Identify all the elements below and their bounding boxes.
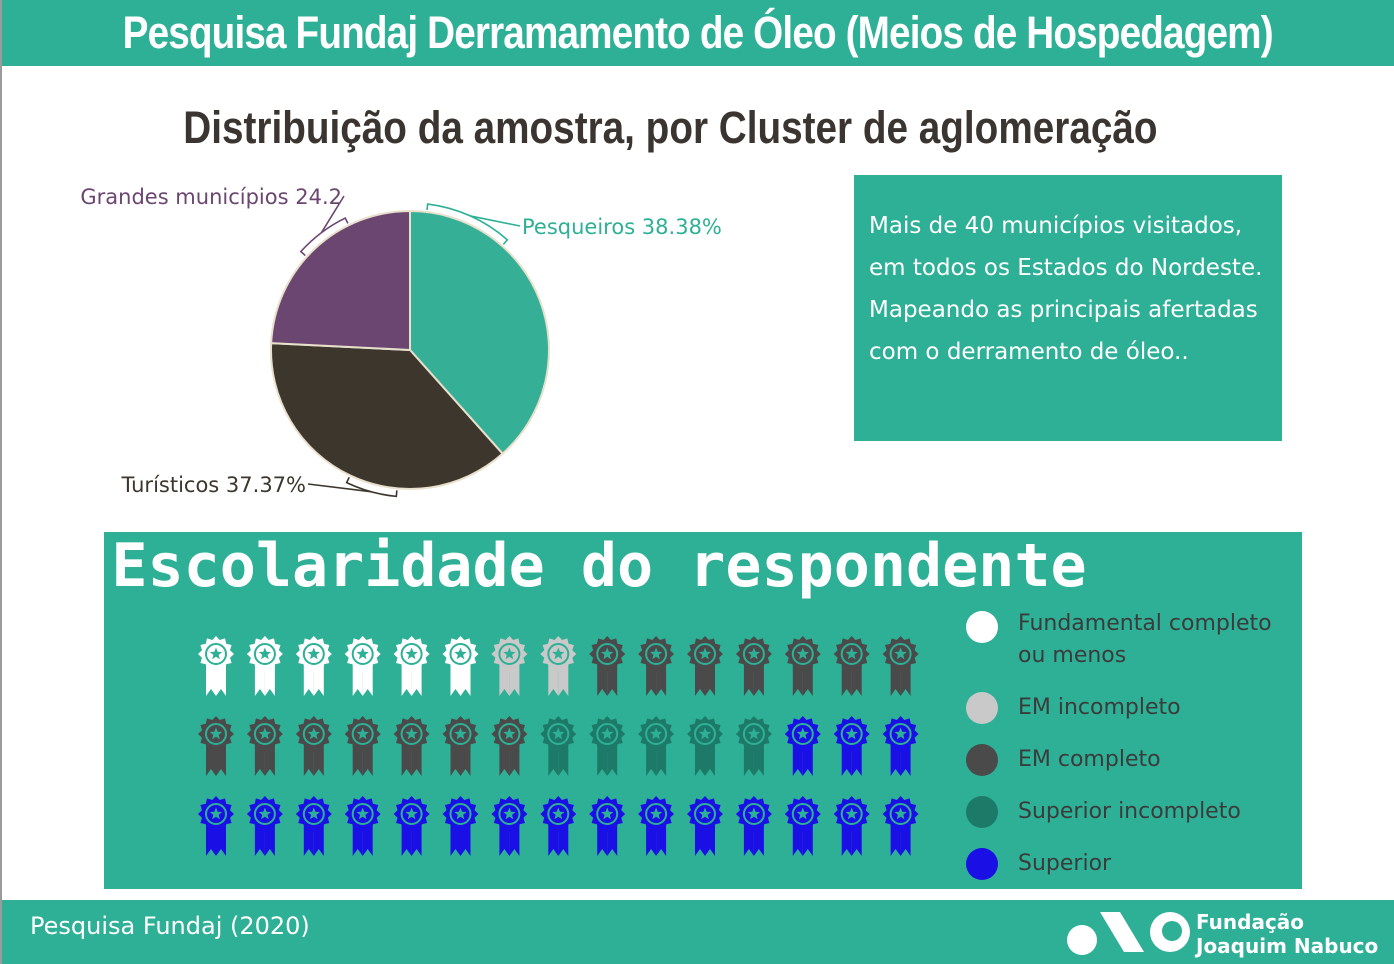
award-ribbon-icon: [687, 796, 723, 856]
award-ribbon-icon: [295, 636, 332, 696]
legend-swatch: [966, 796, 998, 828]
pie-slice-2: [270, 209, 411, 352]
award-ribbon-icon: [491, 636, 528, 696]
info-box: Mais de 40 municípios visitados, em todo…: [854, 175, 1282, 441]
legend-swatch: [966, 848, 998, 880]
award-ribbon-icon: [198, 796, 234, 856]
award-ribbon-icon: [540, 636, 577, 696]
award-ribbon-icon: [295, 716, 332, 776]
award-ribbon-icon: [491, 796, 528, 856]
award-ribbon-icon: [344, 796, 381, 856]
legend-label: Superior: [1018, 851, 1112, 876]
logo-text: Fundação Joaquim Nabuco: [1196, 910, 1378, 958]
award-ribbon-icon: [687, 716, 723, 776]
legend-label: EM incompleto: [1018, 695, 1181, 720]
page-title: Pesquisa Fundaj Derramamento de Óleo (Me…: [122, 7, 1274, 58]
award-ribbon-icon: [589, 636, 626, 696]
award-ribbon-icon: [735, 636, 772, 696]
award-ribbon-icon: [833, 716, 870, 776]
pie-leader-line-0: [470, 215, 521, 227]
header-banner: Pesquisa Fundaj Derramamento de Óleo (Me…: [2, 0, 1394, 66]
legend-swatch: [966, 611, 998, 643]
pie-slice-0: [409, 209, 550, 456]
award-ribbon-icon: [246, 636, 283, 696]
award-ribbon-icon: [589, 796, 626, 856]
award-ribbon-icon: [882, 716, 919, 776]
award-ribbon-icon: [540, 796, 577, 856]
info-box-text: Mais de 40 municípios visitados, em todo…: [869, 213, 1263, 365]
pie-leader-line-1: [307, 483, 371, 493]
pie-chart-title: Distribuição da amostra, por Cluster de …: [0, 102, 1340, 154]
award-ribbon-icon: [784, 716, 821, 776]
award-ribbon-icon: [393, 636, 430, 696]
award-ribbon-icon: [344, 716, 381, 776]
award-ribbon-icon: [638, 636, 675, 696]
award-ribbon-icon: [784, 796, 821, 856]
pie-slice-1: [270, 342, 504, 490]
award-ribbon-icon: [246, 796, 283, 856]
award-ribbon-icon: [246, 716, 283, 776]
award-ribbon-icon: [638, 716, 675, 776]
pie-label-2: Grandes municípios 24.2: [80, 185, 342, 209]
award-ribbon-icon: [882, 796, 919, 856]
legend-swatch: [966, 692, 998, 724]
award-ribbon-icon: [198, 636, 234, 696]
pie-leader-1: [345, 476, 398, 498]
left-border: [0, 0, 2, 964]
legend-label: Fundamental completo ou menos: [1018, 611, 1272, 668]
award-ribbon-icon: [198, 716, 234, 776]
award-ribbon-icon: [491, 716, 528, 776]
award-ribbon-icon: [833, 636, 870, 696]
pie-chart: Pesqueiros 38.38% Turísticos 37.37% Grande…: [80, 185, 722, 498]
pie-leader-line-2: [320, 195, 345, 234]
award-ribbon-icon: [882, 636, 919, 696]
award-ribbon-icon: [687, 636, 723, 696]
award-ribbon-icon: [442, 636, 479, 696]
award-ribbon-icon: [833, 796, 870, 856]
education-title: Escolaridade do respondente: [111, 531, 1087, 601]
award-ribbon-icon: [735, 716, 772, 776]
award-ribbon-icon: [589, 716, 626, 776]
award-ribbon-icon: [295, 796, 332, 856]
fundaj-logo-icon: [1067, 912, 1190, 955]
award-ribbon-icon: [784, 636, 821, 696]
award-ribbon-icon: [442, 796, 479, 856]
award-ribbon-icon: [540, 716, 577, 776]
footer: Pesquisa Fundaj (2020) Fundação Joaquim …: [2, 900, 1394, 964]
legend-label: Superior incompleto: [1018, 799, 1241, 824]
logo-line-2: Joaquim Nabuco: [1196, 934, 1379, 958]
pie-leader-0: [426, 203, 509, 245]
pictogram-grid: [198, 636, 919, 856]
legend-label: EM completo: [1018, 747, 1161, 772]
education-panel: Escolaridade do respondente Fundamental …: [104, 532, 1302, 889]
pie-chart-title-text: Distribuição da amostra, por Cluster de …: [182, 102, 1158, 153]
legend-swatch: [966, 744, 998, 776]
award-ribbon-icon: [344, 636, 381, 696]
award-ribbon-icon: [393, 796, 430, 856]
source-credit: Pesquisa Fundaj (2020): [30, 912, 310, 940]
logo-line-1: Fundação: [1196, 910, 1305, 934]
pie-label-1: Turísticos 37.37%: [120, 473, 306, 497]
award-ribbon-icon: [442, 716, 479, 776]
award-ribbon-icon: [638, 796, 675, 856]
award-ribbon-icon: [393, 716, 430, 776]
award-ribbon-icon: [735, 796, 772, 856]
pie-label-0: Pesqueiros 38.38%: [522, 215, 722, 239]
